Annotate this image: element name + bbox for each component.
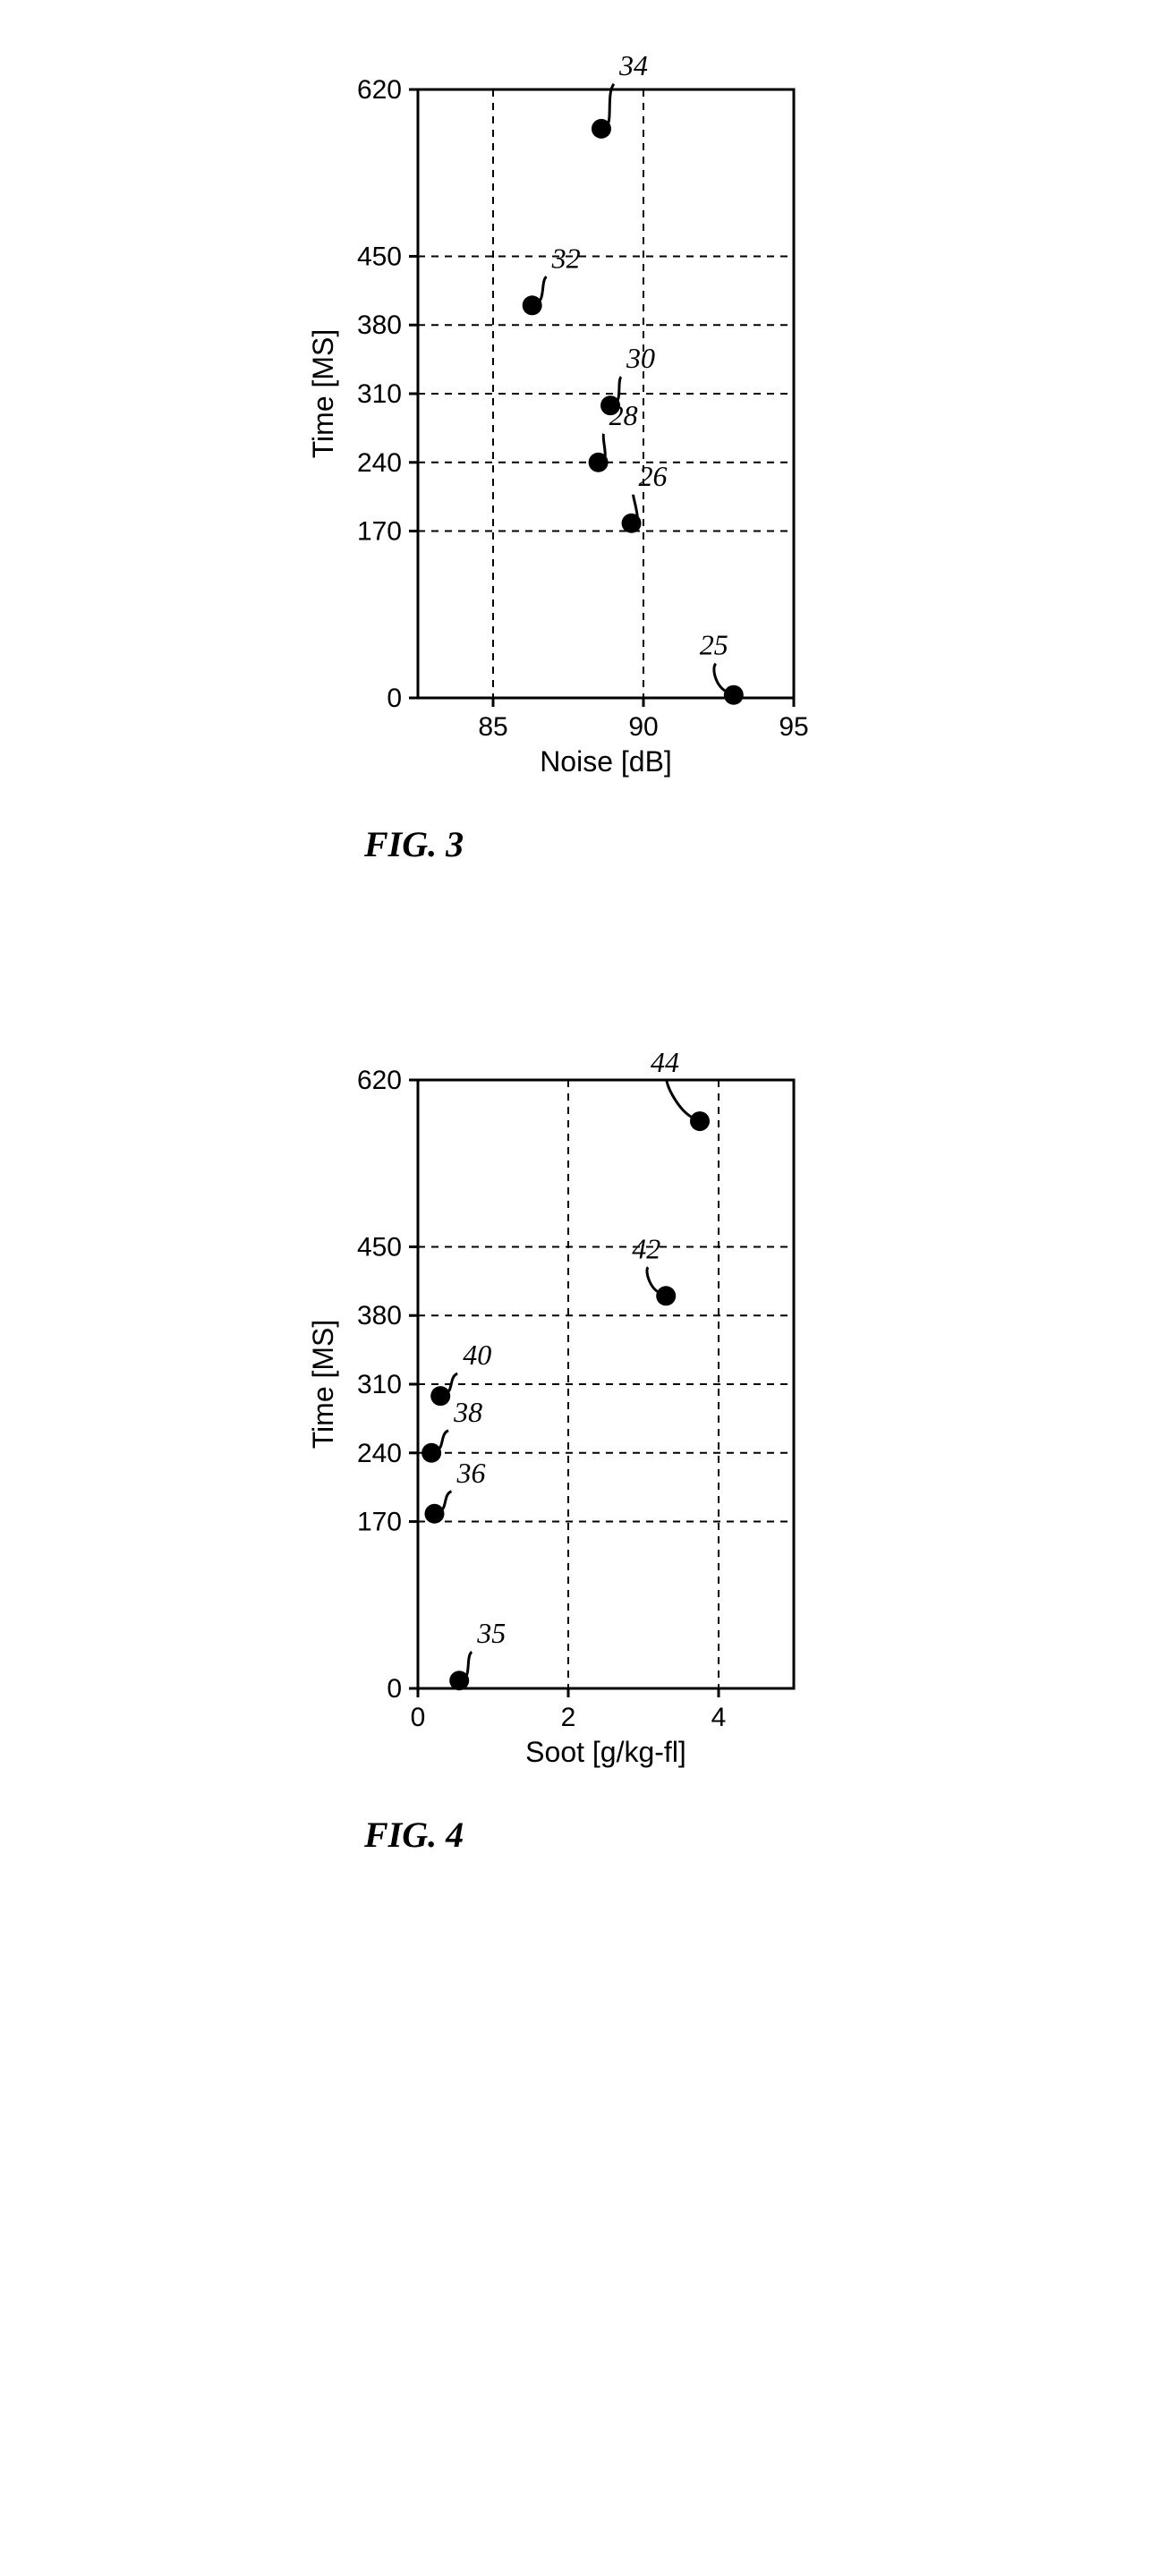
y-tick-label: 450 bbox=[357, 1232, 402, 1262]
point-label: 44 bbox=[651, 1046, 679, 1078]
y-tick-label: 620 bbox=[357, 1066, 402, 1095]
chart-wrap: 0240170240310380450620Soot [g/kg-fl]Time… bbox=[293, 1044, 865, 1796]
x-tick-label: 90 bbox=[628, 712, 658, 742]
data-point bbox=[589, 453, 609, 472]
y-tick-label: 240 bbox=[357, 448, 402, 478]
data-point bbox=[656, 1286, 676, 1305]
x-tick-label: 0 bbox=[411, 1703, 426, 1732]
y-axis-label: Time [MS] bbox=[307, 329, 339, 459]
point-label: 34 bbox=[618, 54, 648, 81]
data-point bbox=[424, 1504, 444, 1524]
point-label: 25 bbox=[700, 629, 728, 661]
y-tick-label: 620 bbox=[357, 75, 402, 105]
y-tick-label: 170 bbox=[357, 517, 402, 547]
data-point bbox=[690, 1111, 710, 1131]
data-point bbox=[724, 685, 744, 705]
data-point bbox=[421, 1443, 441, 1463]
point-label: 35 bbox=[476, 1617, 506, 1649]
point-label: 40 bbox=[463, 1339, 491, 1371]
point-label: 38 bbox=[453, 1396, 482, 1428]
data-point bbox=[430, 1386, 450, 1406]
y-axis-label: Time [MS] bbox=[307, 1320, 339, 1450]
point-label: 42 bbox=[632, 1232, 660, 1264]
data-point bbox=[592, 119, 611, 139]
x-axis-label: Soot [g/kg-fl] bbox=[525, 1736, 686, 1768]
x-tick-label: 2 bbox=[561, 1703, 576, 1732]
figure-block: 0240170240310380450620Soot [g/kg-fl]Time… bbox=[293, 1044, 865, 1856]
point-label: 26 bbox=[639, 460, 668, 492]
y-tick-label: 0 bbox=[387, 1674, 402, 1704]
figure-block: 85 90 95 0 170 240 310 380 450 620 Noise [dB] Time … bbox=[293, 54, 865, 865]
y-tick-label: 310 bbox=[357, 1370, 402, 1399]
figure-caption: FIG. 4 bbox=[364, 1814, 865, 1856]
point-label: 30 bbox=[626, 342, 655, 374]
scatter-chart: 0240170240310380450620Soot [g/kg-fl]Time… bbox=[293, 1044, 865, 1796]
point-label: 32 bbox=[551, 242, 581, 274]
x-tick-label: 95 bbox=[779, 712, 808, 742]
point-label: 36 bbox=[456, 1457, 485, 1489]
data-point bbox=[523, 295, 542, 315]
y-tick-label: 310 bbox=[357, 379, 402, 409]
y-tick-label: 450 bbox=[357, 242, 402, 271]
y-tick-label: 380 bbox=[357, 1301, 402, 1331]
x-axis-label: Noise [dB] bbox=[540, 745, 672, 778]
data-point bbox=[600, 395, 620, 415]
y-tick-label: 0 bbox=[387, 684, 402, 713]
y-tick-label: 380 bbox=[357, 310, 402, 340]
y-tick-label: 240 bbox=[357, 1439, 402, 1468]
data-point bbox=[622, 514, 642, 533]
chart-wrap: 85 90 95 0 170 240 310 380 450 620 Noise [dB] Time … bbox=[293, 54, 865, 805]
x-tick-label: 4 bbox=[711, 1703, 727, 1732]
figure-caption: FIG. 3 bbox=[364, 823, 865, 865]
x-tick-label: 85 bbox=[478, 712, 507, 742]
data-point bbox=[449, 1671, 469, 1690]
scatter-chart: 85 90 95 0 170 240 310 380 450 620 Noise [dB] Time … bbox=[293, 54, 865, 805]
y-tick-label: 170 bbox=[357, 1508, 402, 1537]
